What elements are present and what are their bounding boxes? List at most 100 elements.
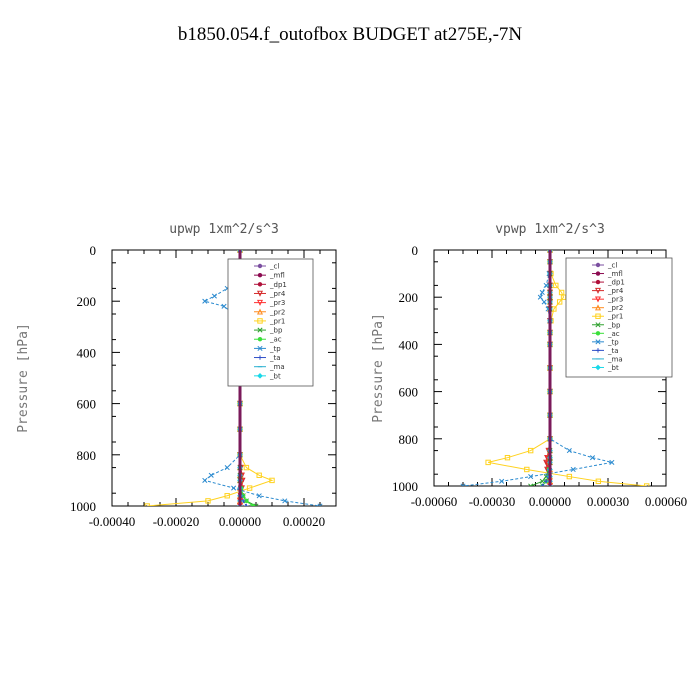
data-point-pr1	[256, 472, 262, 478]
legend-label-ac: _ac	[269, 336, 282, 344]
data-point-bp	[539, 478, 545, 484]
legend-marker-pr3	[594, 296, 602, 303]
legend: _cl_mfl_dp1_pr4_pr3_pr2_pr1_bp_ac_tp_ta_…	[227, 258, 314, 387]
data-point-pr1	[553, 282, 559, 289]
legend-marker-pr1	[595, 313, 601, 319]
legend-box	[227, 258, 314, 387]
x-tick-label: -0.00060	[411, 494, 458, 509]
data-point-tp	[317, 503, 323, 506]
legend-marker-mfl	[257, 272, 263, 278]
data-point-pr1	[269, 477, 275, 484]
legend-label-pr2: _pr2	[607, 304, 623, 312]
data-point-ta	[540, 483, 545, 486]
legend-label-mfl: _mfl	[269, 272, 285, 280]
data-point-tp	[570, 466, 576, 473]
data-point-pr1	[243, 464, 250, 471]
data-point-bp	[528, 483, 534, 486]
data-point-tp	[282, 498, 288, 504]
legend-label-ac: _ac	[607, 330, 620, 338]
data-point-pr1	[527, 447, 534, 454]
data-point-pr1	[524, 466, 530, 473]
y-tick-label: 0	[90, 243, 97, 258]
data-point-pr1	[246, 485, 253, 491]
y-tick-label: 200	[399, 290, 419, 305]
legend-marker-tp	[257, 345, 263, 351]
data-point-pr1	[224, 493, 230, 499]
legend-marker-ac	[257, 337, 263, 342]
y-axis-label: Pressure [hPa]	[371, 313, 386, 423]
data-point-tp	[539, 289, 545, 296]
legend-label-ma: _ma	[607, 355, 623, 363]
figure-title: b1850.054.f_outofbox BUDGET at275E,-7N	[178, 24, 523, 45]
x-tick-label: -0.00020	[153, 514, 200, 529]
data-point-pr1	[643, 483, 650, 486]
legend-label-bt: _bt	[269, 372, 281, 380]
x-tick-label: 0.00060	[645, 494, 687, 509]
data-point-tp	[460, 483, 466, 486]
legend-marker-dp1	[257, 282, 263, 287]
y-tick-label: 600	[77, 397, 97, 412]
x-tick-label: 0.00000	[529, 494, 571, 509]
legend-marker-dp1	[595, 279, 601, 285]
legend-marker-pr3	[256, 299, 264, 306]
data-point-ac	[250, 503, 255, 506]
legend-marker-bp	[595, 322, 601, 328]
data-point-tp	[221, 303, 227, 309]
legend-box	[565, 257, 673, 378]
legend-label-dp1: _dp1	[607, 279, 625, 287]
data-point-ac	[244, 498, 249, 504]
legend: _cl_mfl_dp1_pr4_pr3_pr2_pr1_bp_ac_tp_ta_…	[565, 257, 673, 378]
y-tick-label: 400	[399, 337, 419, 352]
legend-label-pr4: _pr4	[269, 290, 286, 298]
y-axis-label: Pressure [hPa]	[16, 323, 31, 433]
legend-label-cl: _cl	[607, 262, 617, 270]
data-point-bp	[253, 503, 259, 506]
y-tick-label: 200	[77, 294, 97, 309]
legend-label-mfl: _mfl	[607, 270, 623, 278]
legend-marker-bt	[257, 373, 263, 379]
legend-marker-bp	[257, 327, 263, 333]
data-point-pr1	[504, 454, 511, 461]
legend-label-bt: _bt	[607, 364, 619, 372]
data-point-tp	[543, 282, 549, 288]
legend-label-bp: _bp	[607, 321, 621, 329]
legend-marker-cl	[257, 263, 263, 269]
legend-label-cl: _cl	[269, 263, 279, 271]
data-point-pr1	[595, 478, 602, 484]
panel-upwp: upwp 1xm^2/s^3 Pressure [hPa] 0 200 400 600 80…	[16, 222, 337, 529]
legend-marker-pr1	[257, 318, 263, 324]
y-tick-label: 600	[399, 385, 419, 400]
data-point-tp	[537, 294, 543, 300]
y-tick-label: 800	[399, 432, 419, 447]
data-point-tp	[224, 465, 230, 471]
data-point-tp	[202, 298, 208, 304]
legend-label-pr2: _pr2	[269, 308, 285, 316]
legend-label-ta: _ta	[269, 354, 281, 362]
x-tick-label: -0.00040	[89, 514, 136, 529]
data-point-pr1	[205, 498, 211, 504]
data-point-tp	[589, 455, 596, 461]
data-point-pr1	[566, 473, 573, 480]
legend-label-ta: _ta	[607, 347, 619, 355]
panel-vpwp: vpwp 1xm^2/s^3 Pressure [hPa] 0 200 400 600 80…	[371, 222, 687, 509]
legend-label-ma: _ma	[269, 363, 285, 371]
x-tick-label: -0.00030	[469, 494, 516, 509]
legend-label-pr3: _pr3	[607, 296, 623, 304]
data-point-pr1	[144, 503, 150, 506]
y-tick-label: 800	[77, 448, 97, 463]
x-tick-label: 0.00030	[587, 494, 629, 509]
data-point-tp	[202, 477, 208, 483]
legend-marker-pr2	[594, 304, 602, 311]
legend-marker-mfl	[595, 271, 601, 276]
y-tick-label: 0	[412, 243, 419, 258]
legend-label-tp: _tp	[269, 345, 281, 353]
legend-marker-cl	[595, 262, 601, 268]
legend-marker-ta	[257, 355, 263, 360]
legend-label-dp1: _dp1	[269, 281, 287, 289]
data-point-tp	[208, 472, 214, 478]
data-point-pr1	[556, 299, 563, 305]
legend-label-pr4: _pr4	[607, 287, 624, 295]
legend-label-tp: _tp	[607, 338, 619, 346]
data-point-tp	[566, 448, 572, 454]
